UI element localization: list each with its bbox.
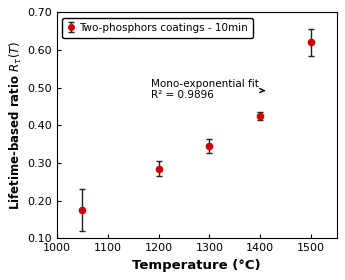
Text: Mono-exponential fit
R² = 0.9896: Mono-exponential fit R² = 0.9896 <box>151 79 265 100</box>
Legend: Two-phosphors coatings - 10min: Two-phosphors coatings - 10min <box>62 18 253 38</box>
Y-axis label: Lifetime-based ratio $R_\tau(T)$: Lifetime-based ratio $R_\tau(T)$ <box>8 41 24 210</box>
X-axis label: Temperature (°C): Temperature (°C) <box>132 259 261 272</box>
